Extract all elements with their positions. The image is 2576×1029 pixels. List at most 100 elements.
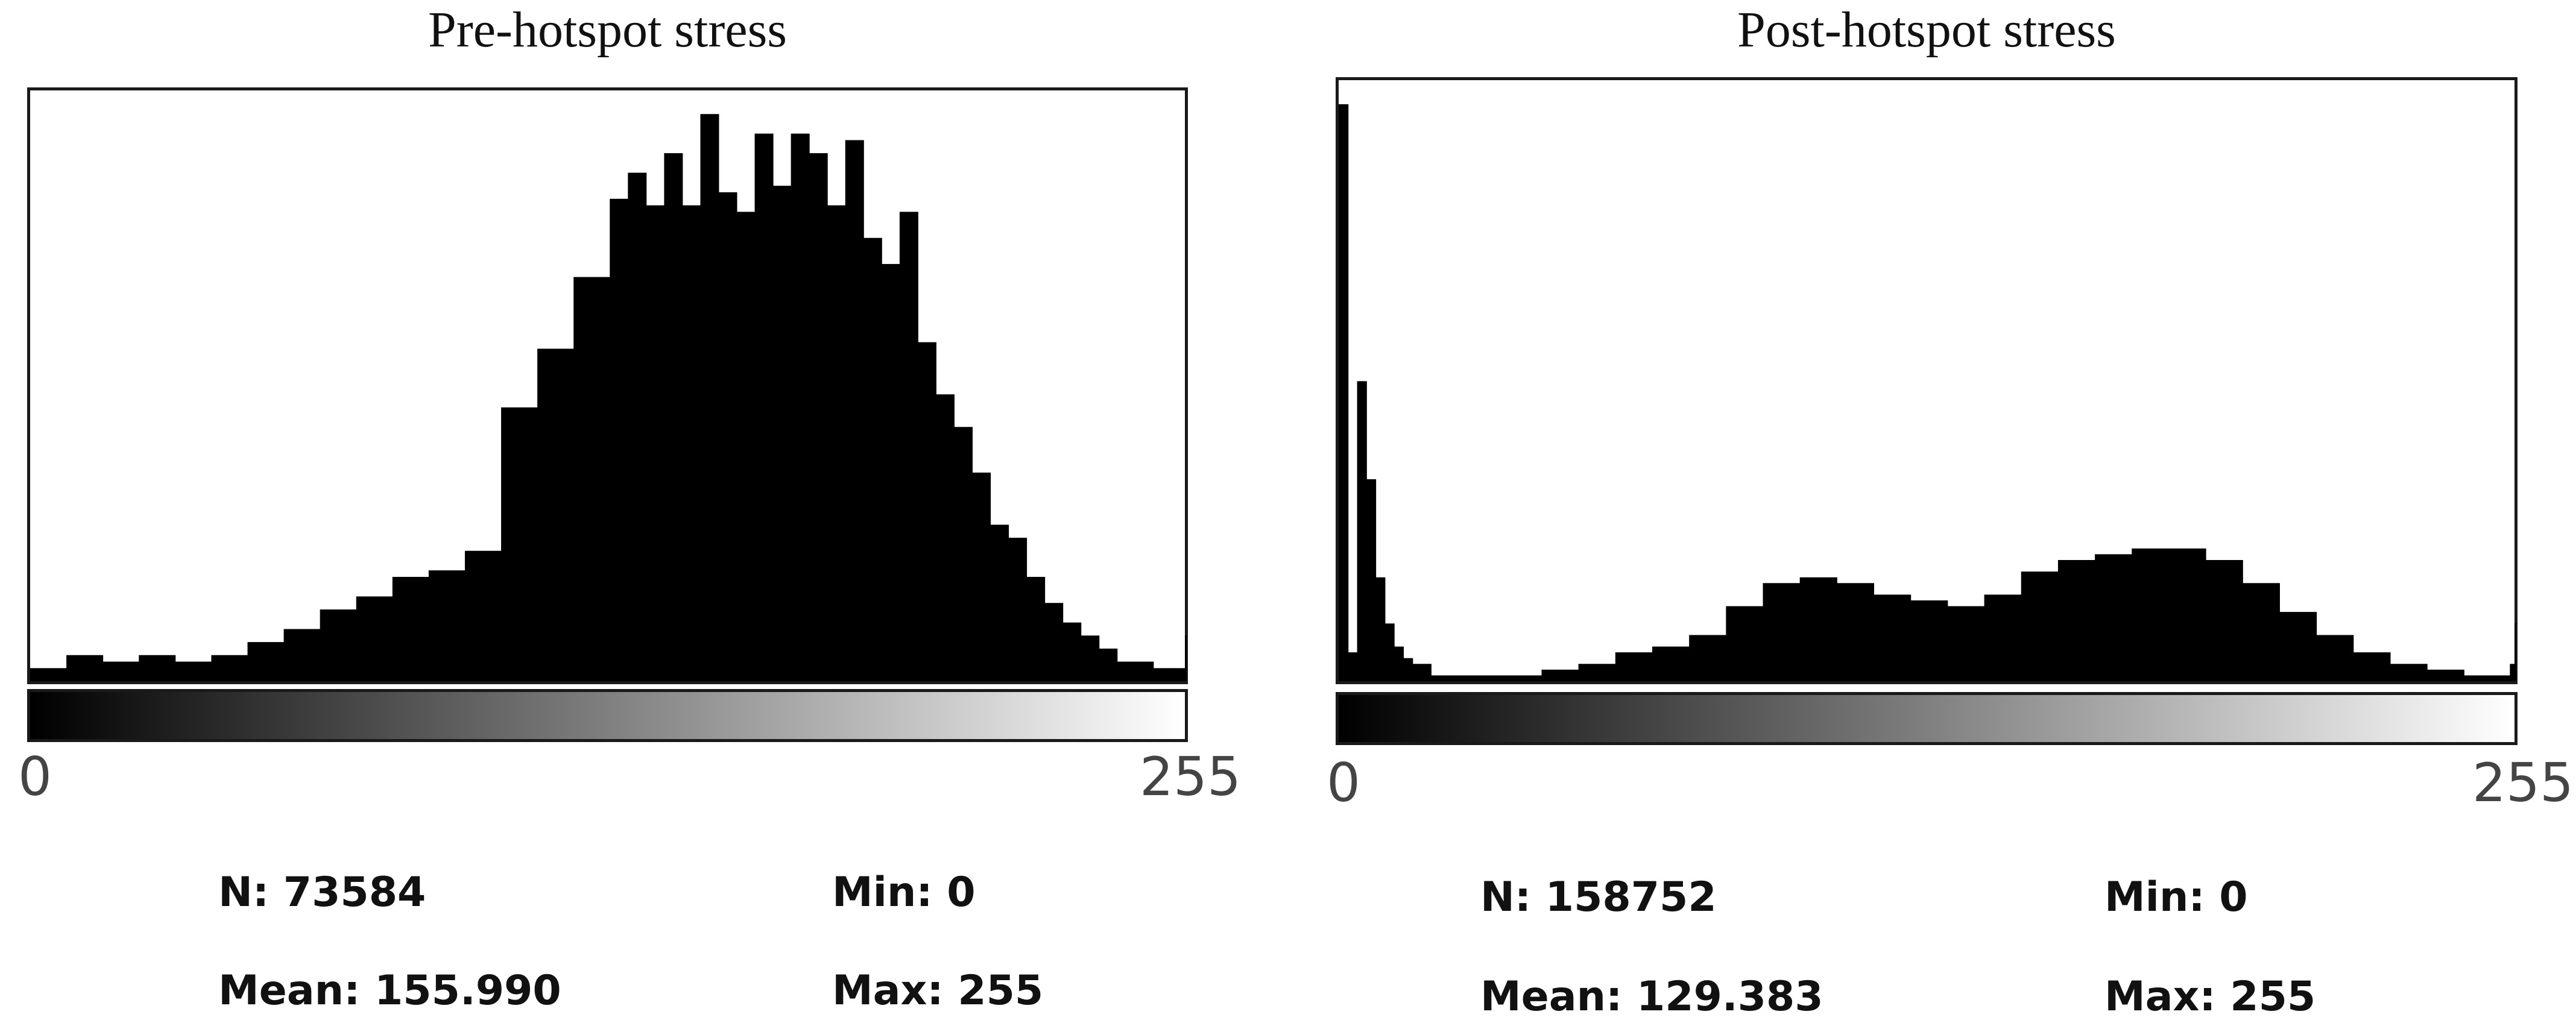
histogram-bar xyxy=(2057,560,2096,681)
histogram-bar xyxy=(718,192,737,681)
histogram-bar xyxy=(899,212,918,682)
histogram-bar xyxy=(1375,577,1386,681)
histogram-bar xyxy=(2316,635,2354,681)
stat-min: Min: 0 xyxy=(2104,873,2248,921)
x-tick-label-min: 0 xyxy=(1327,752,1360,814)
histogram-bar xyxy=(1947,606,1985,681)
histogram-bar xyxy=(1366,479,1377,681)
histogram-bar xyxy=(1726,606,1764,681)
histogram-bar xyxy=(283,629,321,681)
histogram-bar xyxy=(827,205,846,681)
histogram-bar xyxy=(1348,652,1358,681)
stat-mean: Mean: 129.383 xyxy=(1480,973,1823,1021)
histogram-bar xyxy=(1171,668,1185,681)
x-tick-label-min: 0 xyxy=(18,746,52,808)
histogram-bar xyxy=(664,153,683,681)
histogram-bar xyxy=(1403,658,1413,681)
histogram-bar xyxy=(175,661,212,681)
histogram-bar xyxy=(356,596,393,681)
histogram-bar xyxy=(736,212,756,682)
histogram-bar xyxy=(1763,583,1801,681)
histogram-bar xyxy=(1008,538,1028,681)
histogram-bar xyxy=(628,172,647,681)
intensity-gradient-bar xyxy=(1336,692,2518,745)
histogram-bar xyxy=(935,394,955,681)
histogram-bar xyxy=(2021,571,2059,681)
histogram-bar xyxy=(791,133,810,682)
histogram-bar xyxy=(700,114,719,681)
histogram-bar xyxy=(1984,594,2022,681)
histogram-bar xyxy=(990,524,1009,681)
histogram-bar xyxy=(881,263,900,681)
histogram-bar xyxy=(573,277,611,682)
histogram-panel-post: Post-hotspot stress 0 255 N: 158752 Mean… xyxy=(1296,0,2576,1029)
histogram-bar xyxy=(1799,577,1837,681)
histogram-bar xyxy=(2510,664,2515,681)
histogram-bar xyxy=(845,140,864,681)
histogram-bar xyxy=(1135,661,1154,681)
histogram-bar xyxy=(1357,381,1367,681)
histogram-plot-area xyxy=(27,87,1188,684)
histogram-bar xyxy=(103,661,140,681)
histogram-bar xyxy=(1836,583,1875,681)
stat-max: Max: 255 xyxy=(2104,973,2316,1021)
stat-min: Min: 0 xyxy=(832,869,976,916)
stat-count: N: 73584 xyxy=(218,869,426,916)
histogram-bar xyxy=(1117,661,1136,681)
histogram-bar xyxy=(1541,669,1579,681)
chart-title: Pre-hotspot stress xyxy=(428,2,787,58)
histogram-bar xyxy=(682,205,701,681)
histogram-bar xyxy=(139,655,176,681)
stat-count: N: 158752 xyxy=(1480,873,1717,921)
histogram-bar xyxy=(1026,576,1046,681)
histogram-bar xyxy=(1394,646,1404,681)
histogram-bar xyxy=(610,198,629,681)
stat-max: Max: 255 xyxy=(832,967,1044,1015)
histogram-bar xyxy=(1081,635,1100,681)
histogram-bar xyxy=(30,668,68,681)
histogram-bar xyxy=(247,642,285,681)
histogram-bar xyxy=(809,153,828,681)
histogram-bar xyxy=(754,133,774,682)
x-tick-label-max: 255 xyxy=(1140,746,1241,808)
histogram-bar xyxy=(464,550,502,681)
stat-mean: Mean: 155.990 xyxy=(218,967,561,1015)
histogram-bar xyxy=(1504,675,1542,681)
histogram-bar xyxy=(2242,583,2280,681)
histogram-bar xyxy=(1062,622,1082,681)
histogram-plot-area xyxy=(1336,77,2518,684)
histogram-bar xyxy=(863,238,882,681)
histogram-bar xyxy=(537,348,575,681)
histogram-bar xyxy=(1874,594,1911,681)
histogram-bar xyxy=(1339,104,1349,681)
histogram-bar xyxy=(2463,675,2492,681)
histogram-bar xyxy=(1689,635,1727,681)
histogram-bar xyxy=(392,576,429,681)
histogram-bar xyxy=(917,342,936,681)
chart-title: Post-hotspot stress xyxy=(1737,2,2116,58)
histogram-bar xyxy=(2491,675,2511,681)
histogram-bar xyxy=(1615,652,1653,681)
histogram-bar xyxy=(320,609,357,681)
histogram-bar xyxy=(211,655,248,681)
histogram-bar xyxy=(1384,623,1395,681)
histogram-svg xyxy=(30,114,1187,682)
histogram-bar xyxy=(646,205,665,681)
histogram-bar xyxy=(772,186,792,681)
histogram-bar xyxy=(2168,548,2206,681)
histogram-bar xyxy=(501,407,538,681)
histogram-bar xyxy=(1910,600,1948,681)
histogram-bar xyxy=(2205,560,2243,681)
histogram-bar xyxy=(972,472,991,681)
histogram-bar xyxy=(2390,664,2428,681)
histogram-panel-pre: Pre-hotspot stress 0 255 N: 73584 Mean: … xyxy=(0,0,1266,1029)
histogram-bar xyxy=(1185,635,1187,681)
histogram-bar xyxy=(1153,668,1172,681)
histogram-bar xyxy=(2514,623,2516,681)
histogram-bar xyxy=(1430,675,1450,681)
intensity-gradient-bar xyxy=(27,689,1188,742)
histogram-bar xyxy=(1652,646,1690,681)
histogram-bar xyxy=(428,570,466,681)
histogram-bar xyxy=(1477,675,1506,681)
histogram-bar xyxy=(66,655,104,681)
